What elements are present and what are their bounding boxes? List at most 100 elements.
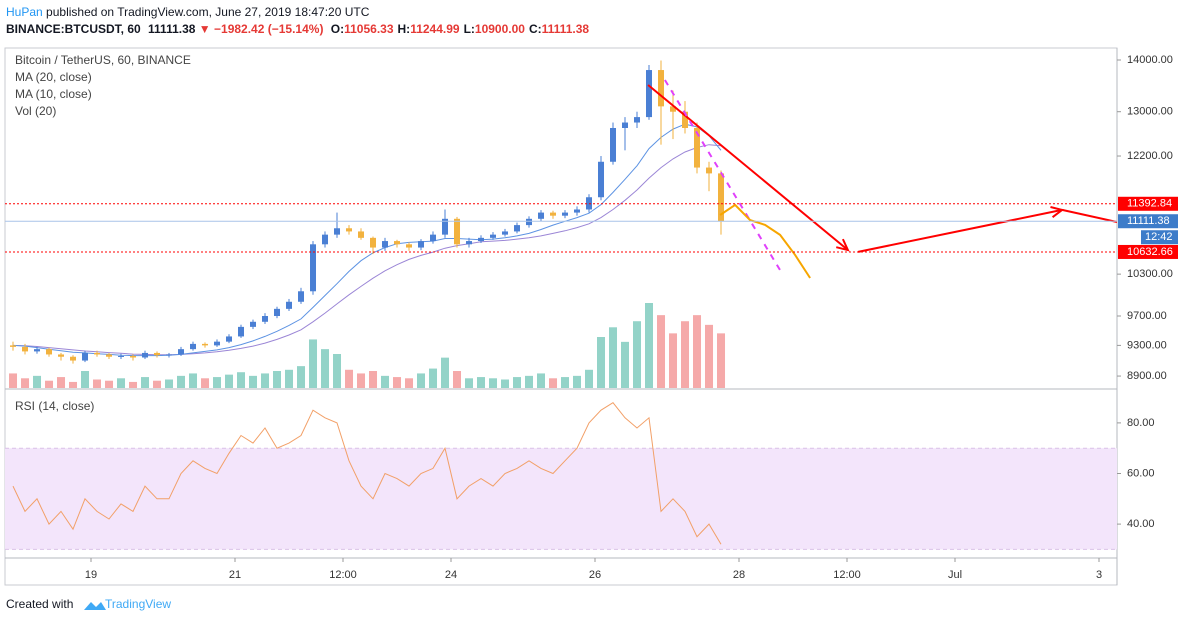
candle-body	[550, 212, 557, 216]
candle-body	[346, 228, 353, 232]
candle-body	[622, 122, 629, 128]
candle-body	[514, 225, 521, 232]
volume-bar	[69, 381, 78, 388]
rsi-legend: RSI (14, close)	[15, 399, 94, 413]
volume-bar	[597, 337, 606, 388]
volume-bar	[357, 373, 366, 388]
candle-body	[430, 234, 437, 242]
change: −1982.42 (−15.14%)	[214, 22, 323, 36]
drawing	[647, 84, 849, 251]
volume-bar	[609, 327, 618, 388]
volume-bar	[417, 373, 426, 388]
price-marker-label: 11392.84	[1127, 198, 1172, 210]
volume-bar	[261, 373, 270, 388]
volume-bar	[537, 373, 546, 388]
candle-body	[538, 212, 545, 219]
volume-bar	[21, 378, 30, 388]
candle-body	[574, 209, 581, 213]
volume-bar	[309, 339, 318, 388]
drawing	[719, 203, 811, 279]
rsi-band	[5, 448, 1117, 550]
rsi-tick-label: 40.00	[1127, 518, 1155, 530]
candle-body	[334, 228, 341, 235]
candle-body	[526, 218, 533, 226]
ma10-line	[12, 123, 722, 357]
volume-bar	[45, 380, 54, 388]
ohlc-value: 11056.33	[344, 22, 394, 36]
candle-body	[646, 70, 653, 118]
volume-bar	[657, 315, 666, 388]
legend-entry: Bitcoin / TetherUS, 60, BINANCE	[15, 53, 191, 67]
candle-body	[130, 355, 137, 358]
price-plot	[9, 60, 1117, 388]
ohlc-label: H:	[398, 22, 411, 36]
volume-bar	[333, 354, 342, 388]
candle-body	[478, 237, 485, 242]
y-tick-label: 13000.00	[1127, 106, 1173, 118]
volume-bar	[549, 378, 558, 388]
author[interactable]: HuPan	[6, 5, 43, 19]
x-tick-label: 24	[445, 569, 457, 581]
candle-body	[322, 234, 329, 245]
volume-bar	[93, 379, 102, 388]
last-price-label: 11111.38	[1127, 215, 1170, 227]
volume-bar	[165, 379, 174, 388]
candle-body	[70, 356, 77, 361]
volume-bar	[681, 321, 690, 388]
volume-bar	[201, 378, 210, 388]
candle-body	[274, 308, 281, 317]
candle-body	[682, 111, 689, 128]
volume-bar	[645, 303, 654, 388]
ohlc-value: 11111.38	[542, 22, 590, 36]
candle-body	[634, 117, 641, 123]
candle-body	[10, 345, 17, 347]
ma20-line	[12, 144, 722, 356]
published: published on TradingView.com, June 27, 2…	[46, 5, 370, 19]
candle-body	[454, 218, 461, 245]
volume-bar	[693, 315, 702, 388]
ohlc-label: L:	[464, 22, 475, 36]
candle-body	[610, 127, 617, 162]
drawing	[664, 79, 781, 271]
candle-body	[250, 321, 257, 327]
candle-body	[166, 354, 173, 356]
candle-body	[694, 127, 701, 168]
x-tick-label: 12:00	[329, 569, 357, 581]
candle-body	[442, 218, 449, 235]
volume-bar	[129, 381, 138, 388]
volume-bar	[585, 369, 594, 388]
candle-body	[118, 355, 125, 357]
volume-bar	[453, 371, 462, 388]
candle-body	[370, 237, 377, 248]
volume-bar	[669, 333, 678, 388]
volume-bar	[369, 371, 378, 388]
volume-bar	[393, 377, 402, 388]
candle-body	[154, 352, 161, 356]
x-tick-label: 26	[589, 569, 601, 581]
x-tick-label: 12:00	[833, 569, 861, 581]
price-marker	[1118, 244, 1178, 259]
candle-body	[358, 231, 365, 238]
candle-body	[718, 173, 725, 222]
drawing	[857, 208, 1063, 253]
volume-bar	[213, 377, 222, 388]
candle-body	[298, 291, 305, 302]
candle-body	[466, 241, 473, 245]
volume-bar	[705, 324, 714, 388]
candle-body	[490, 234, 497, 238]
last-price-marker	[1118, 214, 1178, 229]
candle-body	[502, 231, 509, 235]
countdown-box	[1141, 230, 1178, 245]
ohlc-value: 11244.99	[410, 22, 460, 36]
rsi-tick-label: 60.00	[1127, 467, 1155, 479]
footer-brand[interactable]: TradingView	[105, 597, 171, 611]
x-tick-label: 28	[733, 569, 745, 581]
candle-body	[658, 70, 665, 107]
candle-body	[418, 241, 425, 248]
volume-bar	[225, 374, 234, 388]
volume-bar	[141, 377, 150, 388]
volume-bar	[429, 368, 438, 388]
candle-body	[562, 212, 569, 216]
volume-bar	[9, 373, 18, 388]
x-tick-label: 21	[229, 569, 241, 581]
